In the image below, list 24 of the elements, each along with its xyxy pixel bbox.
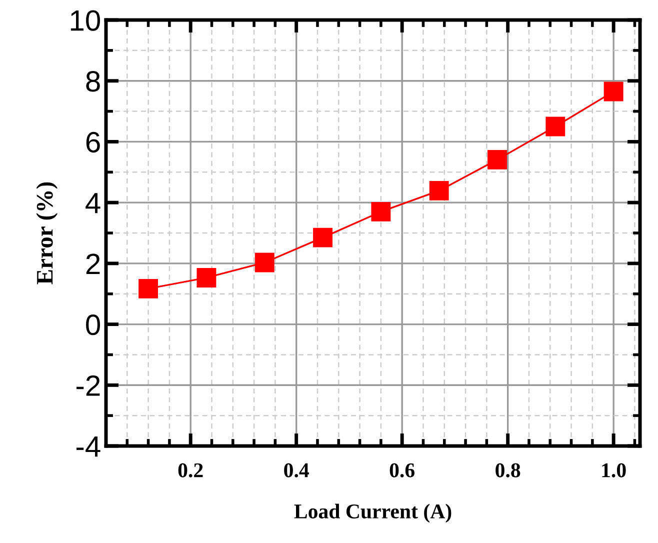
x-tick-label: 0.6 [390, 463, 414, 478]
point [138, 278, 158, 298]
y-tick-label: -4 [76, 436, 100, 457]
point [196, 268, 216, 288]
point [546, 116, 566, 136]
y-tick-label: 0 [86, 314, 100, 336]
point [488, 150, 507, 170]
point [254, 252, 274, 272]
y-tick-label: 10 [70, 10, 100, 31]
point [371, 202, 391, 222]
x-tick-label: 0.8 [496, 463, 520, 478]
y-tick-label: 4 [86, 193, 100, 214]
y-tick-label: 8 [86, 71, 100, 92]
y-tick-label: -2 [76, 375, 100, 396]
y-tick-label: 2 [86, 254, 100, 274]
y-tick-label: 6 [86, 132, 100, 153]
y-axis-title: Error (%) [36, 182, 58, 284]
point [604, 82, 624, 102]
point [429, 180, 449, 200]
x-axis-title: Load Current (A) [294, 504, 452, 523]
x-tick-label: 0.2 [178, 463, 203, 478]
x-tick-label: 0.4 [284, 463, 309, 478]
x-tick-label: 1.0 [602, 463, 626, 478]
point [313, 228, 332, 248]
